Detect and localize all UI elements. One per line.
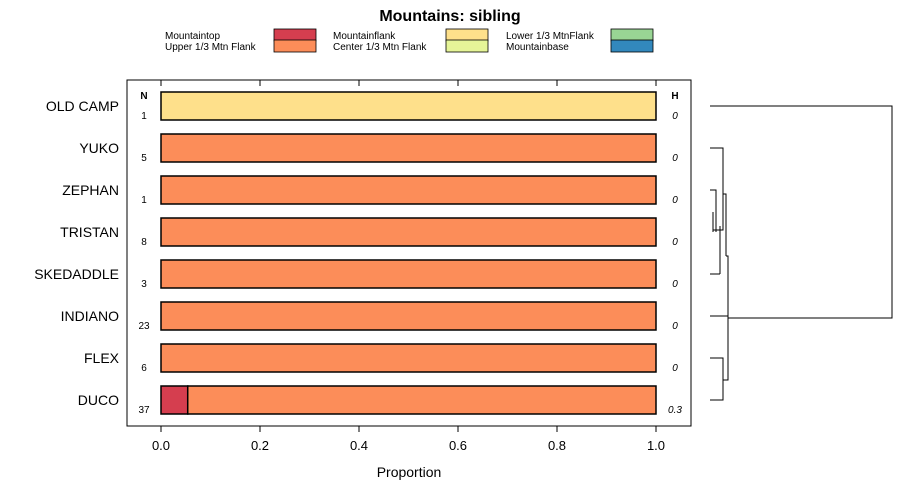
- category-label: OLD CAMP: [46, 98, 119, 114]
- category-label: ZEPHAN: [62, 182, 119, 198]
- x-tick-label: 1.0: [647, 438, 665, 453]
- legend-swatch-center-1-3-mtn-flank: [445, 39, 489, 53]
- n-value: 8: [141, 237, 147, 248]
- legend-swatch-mountainbase: [610, 39, 654, 53]
- dendrogram-branch: [710, 147, 724, 231]
- x-tick-label: 0.4: [350, 438, 368, 453]
- category-label: SKEDADDLE: [34, 266, 119, 282]
- x-tick-label: 0.0: [152, 438, 170, 453]
- bar-segment-upper-1-3-mtn-flank: [160, 217, 657, 247]
- category-label: TRISTAN: [60, 224, 119, 240]
- chart-title: Mountains: sibling: [379, 8, 520, 25]
- category-label: DUCO: [78, 392, 119, 408]
- dendrogram: [710, 105, 893, 401]
- plot-frame: [126, 79, 692, 427]
- legend-label-upper-1-3-mtn-flank: Upper 1/3 Mtn Flank: [165, 42, 257, 53]
- bar-segment-upper-1-3-mtn-flank: [160, 133, 657, 163]
- legend-swatch-mountainflank: [445, 28, 489, 42]
- legend-label-lower-1-3-mtnflank: Lower 1/3 MtnFlank: [506, 31, 595, 42]
- n-value: 37: [138, 405, 150, 416]
- bar-segment-upper-1-3-mtn-flank: [186, 385, 657, 415]
- h-value: 0: [672, 195, 678, 206]
- h-value: 0: [672, 321, 678, 332]
- bar-segment-mountaintop: [160, 385, 189, 415]
- h-value: 0: [672, 363, 678, 374]
- dendrogram-branch: [710, 105, 893, 319]
- n-value: 23: [138, 321, 150, 332]
- bar-segment-upper-1-3-mtn-flank: [160, 343, 657, 373]
- dendrogram-branch: [723, 318, 729, 381]
- h-value: 0: [672, 111, 678, 122]
- bar-row-duco: DUCO 37 0.3: [78, 385, 682, 416]
- bar-segment-upper-1-3-mtn-flank: [160, 301, 657, 331]
- h-header: H: [671, 91, 678, 102]
- n-value: 1: [141, 195, 147, 206]
- x-tick-label: 0.6: [449, 438, 467, 453]
- dendrogram-branch: [710, 357, 724, 401]
- dendrogram-branch: [723, 193, 727, 256]
- legend-label-mountaintop: Mountaintop: [165, 31, 220, 42]
- dendrogram-branch: [726, 255, 729, 318]
- dendrogram-branch: [710, 189, 717, 232]
- bar-segment-mountainflank: [160, 91, 657, 121]
- category-label: YUKO: [79, 140, 119, 156]
- h-value: 0: [672, 153, 678, 164]
- n-value: 5: [141, 153, 147, 164]
- bar-row-indiano: INDIANO 23 0: [61, 301, 678, 332]
- h-value: 0: [672, 237, 678, 248]
- n-value: 6: [141, 363, 147, 374]
- h-value: 0.3: [668, 405, 682, 416]
- legend-label-center-1-3-mtn-flank: Center 1/3 Mtn Flank: [333, 42, 427, 53]
- x-axis: 0.0 0.2 0.4 0.6 0.8 1.0: [152, 80, 665, 453]
- bar-row-skedaddle: SKEDADDLE 3 0: [34, 259, 678, 290]
- legend-label-mountainbase: Mountainbase: [506, 42, 569, 53]
- bar-row-yuko: YUKO 5 0: [79, 133, 678, 164]
- category-label: FLEX: [84, 350, 120, 366]
- n-value: 3: [141, 279, 147, 290]
- category-label: INDIANO: [61, 308, 119, 324]
- x-axis-title: Proportion: [377, 464, 442, 480]
- h-value: 0: [672, 279, 678, 290]
- bar-segment-upper-1-3-mtn-flank: [160, 175, 657, 205]
- x-tick-label: 0.2: [251, 438, 269, 453]
- n-value: 1: [141, 111, 147, 122]
- bar-row-zephan: ZEPHAN 1 0: [62, 175, 678, 206]
- n-header: N: [140, 91, 147, 102]
- x-tick-label: 0.8: [548, 438, 566, 453]
- legend-label-mountainflank: Mountainflank: [333, 31, 396, 42]
- legend-swatch-lower-1-3-mtnflank: [610, 28, 654, 42]
- bar-row-flex: FLEX 6 0: [84, 343, 678, 374]
- legend-swatch-mountaintop: [273, 28, 317, 42]
- bar-row-tristan: TRISTAN 8 0: [60, 217, 678, 248]
- bar-segment-upper-1-3-mtn-flank: [160, 259, 657, 289]
- legend-swatch-upper-1-3-mtn-flank: [273, 39, 317, 53]
- bar-row-old-camp: OLD CAMP 1 0: [46, 91, 678, 122]
